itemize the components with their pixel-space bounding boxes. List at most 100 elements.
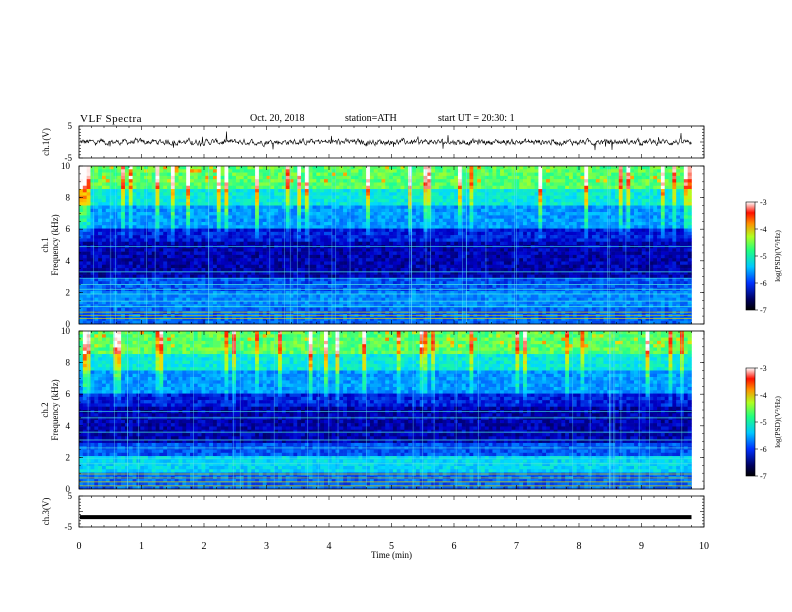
spectrogram-cell	[297, 238, 302, 243]
spectrogram-cell	[94, 241, 99, 246]
spectrogram-cell	[480, 231, 486, 236]
spectrogram-cell	[140, 205, 145, 210]
spectrogram-cell	[228, 221, 233, 226]
spectrogram-cell	[147, 172, 153, 177]
spectrogram-cell	[484, 254, 489, 259]
spectrogram-cell	[435, 231, 440, 236]
spectrogram-cell	[140, 261, 145, 266]
spectrogram-cell	[687, 172, 692, 177]
spectrogram-cell	[170, 248, 176, 252]
spectrogram-cell	[389, 235, 394, 239]
spectrogram-cell	[140, 225, 145, 229]
spectrogram-cell	[507, 225, 512, 229]
spectrogram-cell	[320, 231, 325, 236]
spectrogram-cell	[159, 235, 164, 239]
spectrogram-cell	[262, 195, 267, 200]
spectrogram-cell	[484, 215, 489, 219]
spectrogram-cell	[565, 189, 570, 193]
spectrogram-cell	[484, 218, 489, 223]
spectrogram-cell	[220, 215, 225, 219]
spectrogram-cell	[507, 215, 512, 219]
spectrogram-cell	[151, 241, 156, 246]
spectrogram-cell	[362, 166, 367, 170]
spectrogram-cell	[101, 195, 107, 200]
spectrogram-cell	[297, 248, 302, 252]
spectrogram-cell	[599, 189, 604, 193]
spectrogram-cell	[369, 261, 375, 266]
spectrogram-cell	[121, 228, 126, 233]
spectrogram-cell	[262, 241, 267, 246]
spectrogram-cell	[255, 258, 260, 262]
spectrogram-cell	[293, 264, 298, 269]
spectrogram-cell	[190, 182, 195, 187]
spectrogram-cell	[190, 212, 195, 216]
spectrogram-cell	[262, 258, 267, 262]
spectrogram-cell	[431, 198, 436, 203]
spectrogram-cell	[178, 238, 183, 243]
spectrogram-cell	[101, 192, 107, 196]
spectrogram-cell	[369, 248, 375, 252]
spectrogram-cell	[82, 205, 87, 210]
spectrogram-cell	[358, 169, 363, 173]
spectrogram-cell	[281, 192, 287, 196]
spectrogram-cell	[86, 202, 91, 206]
spectrogram-cell	[588, 208, 593, 213]
spectrogram-cell	[630, 205, 635, 210]
spectrogram-cell	[117, 241, 122, 246]
spectrogram-cell	[553, 172, 558, 177]
spectrogram-cell	[109, 212, 114, 216]
spectrogram-cell	[255, 215, 260, 219]
spectrogram-cell	[155, 254, 160, 259]
spectrogram-cell	[327, 195, 332, 200]
spectrogram-cell	[534, 169, 539, 173]
spectrogram-cell	[308, 169, 313, 173]
spectrogram-cell	[170, 212, 176, 216]
spectrogram-cell	[484, 185, 489, 190]
spectrogram-cell	[412, 192, 417, 196]
spectrogram-cell	[500, 241, 505, 246]
spectrogram-cell	[557, 254, 562, 259]
spectrogram-cell	[178, 261, 183, 266]
spectrogram-cell	[538, 175, 543, 180]
spectrogram-cell	[312, 172, 317, 177]
spectrogram-cell	[308, 198, 313, 203]
spectrogram-cell	[641, 228, 646, 233]
spectrogram-cell	[324, 179, 329, 183]
spectrogram-cell	[549, 212, 554, 216]
spectrogram-cell	[664, 205, 669, 210]
spectrogram-cell	[546, 182, 551, 187]
spectrogram-cell	[136, 264, 141, 269]
spectrogram-cell	[151, 175, 156, 180]
spectrogram-cell	[358, 192, 363, 196]
spectrogram-cell	[614, 221, 620, 226]
spectrogram-cell	[239, 169, 244, 173]
spectrogram-cell	[519, 182, 524, 187]
spectrogram-cell	[473, 179, 478, 183]
spectrogram-cell	[178, 179, 183, 183]
spectrogram-cell	[94, 225, 99, 229]
spectrogram-cell	[105, 258, 110, 262]
spectrogram-cell	[503, 172, 509, 177]
spectrogram-cell	[174, 264, 179, 269]
spectrogram-cell	[480, 198, 486, 203]
spectrogram-cell	[446, 198, 451, 203]
spectrogram-cell	[392, 202, 398, 206]
spectrogram-cell	[308, 254, 313, 259]
spectrogram-cell	[278, 212, 283, 216]
spectrogram-cell	[469, 205, 474, 210]
spectrogram-cell	[350, 175, 355, 180]
spectrogram-cell	[576, 189, 581, 193]
spectrogram-cell	[446, 235, 451, 239]
spectrogram-cell	[565, 175, 570, 180]
spectrogram-cell	[216, 215, 221, 219]
spectrogram-cell	[526, 198, 532, 203]
spectrogram-cell	[190, 208, 195, 213]
spectrogram-cell	[546, 175, 551, 180]
spectrogram-cell	[339, 261, 344, 266]
spectrogram-cell	[496, 235, 501, 239]
spectrogram-cell	[216, 195, 221, 200]
spectrogram-cell	[251, 264, 256, 269]
spectrogram-cell	[469, 251, 474, 256]
spectrogram-cell	[304, 172, 309, 177]
spectrogram-cell	[664, 231, 669, 236]
